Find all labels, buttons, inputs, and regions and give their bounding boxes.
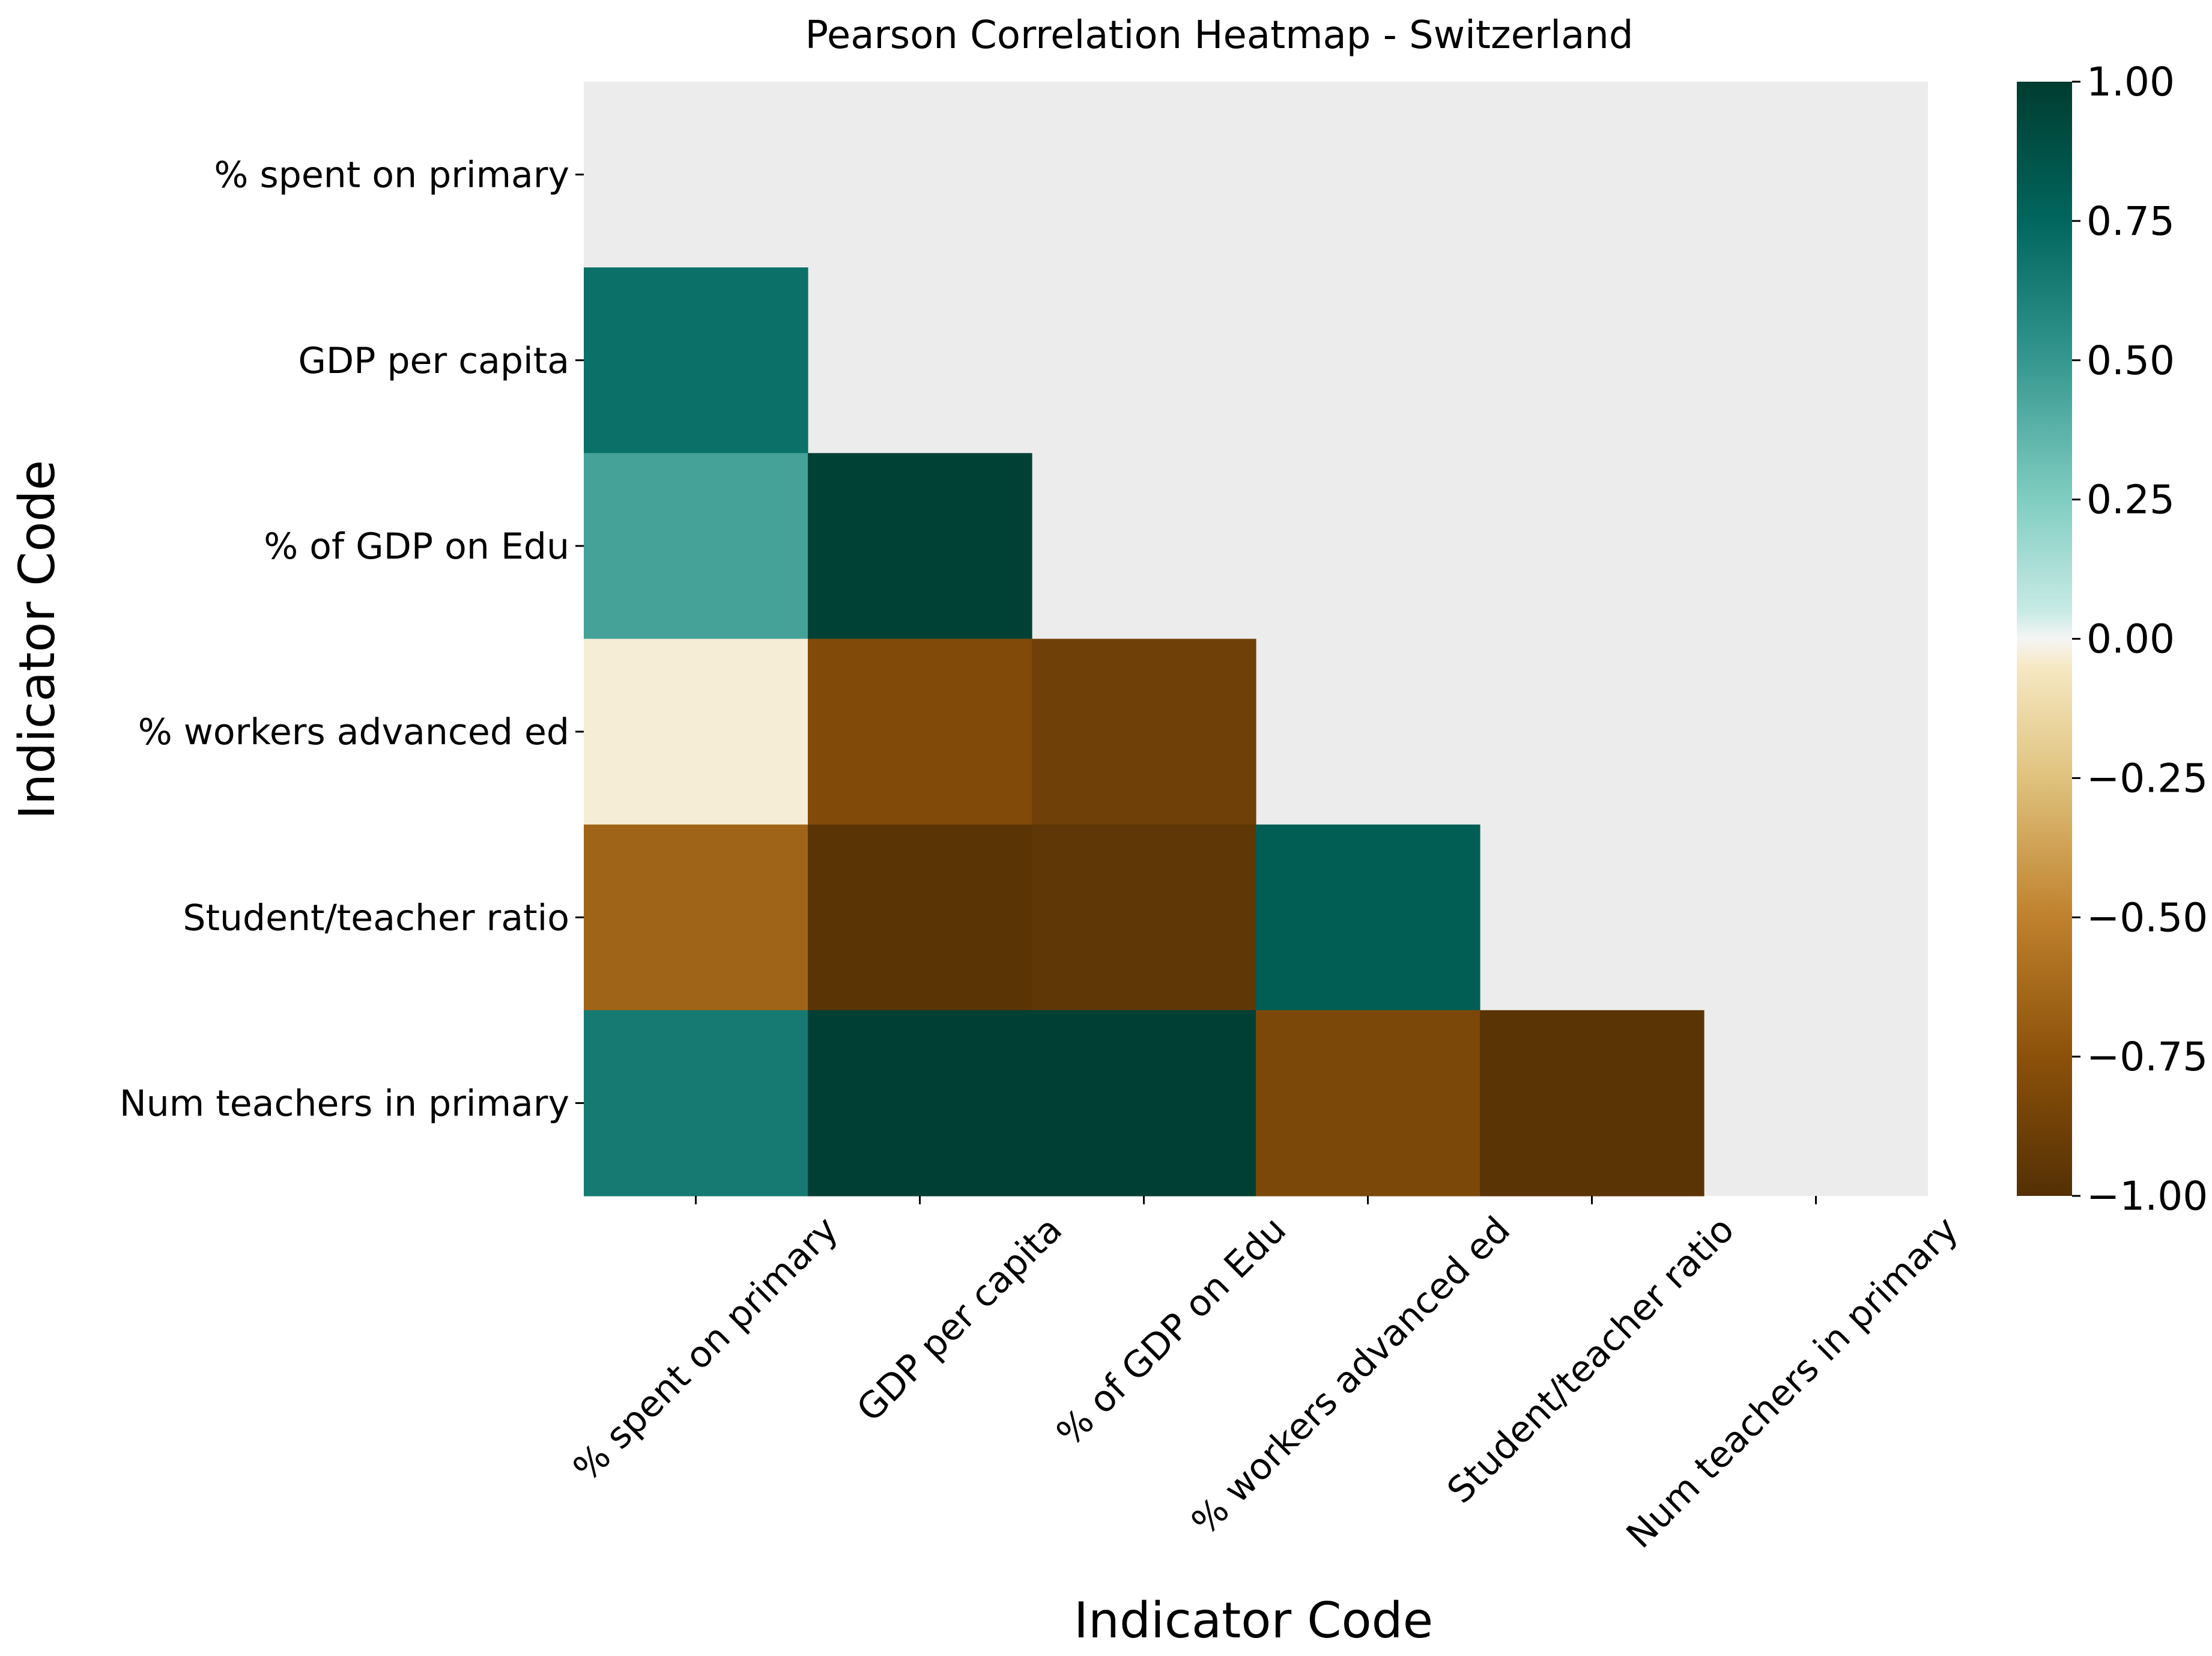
colorbar-tick-label: 0.25 — [2086, 477, 2175, 523]
heatmap-cell — [1480, 1010, 1704, 1197]
heatmap-cell — [1032, 824, 1256, 1011]
heatmap-cell — [1256, 824, 1480, 1011]
colorbar-tick-label: 1.00 — [2086, 59, 2175, 105]
heatmap-cell — [1032, 1010, 1256, 1197]
colorbar-tick-label: 0.00 — [2086, 616, 2175, 663]
colorbar-tick-label: −0.50 — [2086, 894, 2208, 941]
colorbar-tick-label: 0.50 — [2086, 338, 2175, 384]
heatmap-cell — [1032, 638, 1256, 825]
heatmap-cell — [584, 453, 808, 640]
colorbar-gradient — [2017, 82, 2072, 1196]
colorbar-tick-label: −0.25 — [2086, 755, 2208, 801]
x-axis-label: Indicator Code — [1074, 1592, 1433, 1649]
y-tick-label: % workers advanced ed — [138, 711, 569, 753]
heatmap-cell — [808, 824, 1032, 1011]
heatmap-cell — [584, 638, 808, 825]
colorbar-tick-label: −1.00 — [2086, 1173, 2208, 1219]
y-tick-label: GDP per capita — [298, 340, 570, 382]
colorbar: 1.00 0.75 0.50 0.25 0.00 −0.25 −0.50 −0.75 −1.00 — [2017, 59, 2208, 1219]
y-tick-label: % of GDP on Edu — [264, 526, 569, 568]
heatmap-cell — [584, 267, 808, 453]
x-tick-label: GDP per capita — [849, 1209, 1070, 1430]
y-tick-label: % spent on primary — [214, 154, 569, 196]
heatmap-cells — [584, 82, 1928, 1197]
x-tick-label: % of GDP on Edu — [1049, 1209, 1294, 1454]
heatmap-cell — [584, 1010, 808, 1197]
chart-title: Pearson Correlation Heatmap - Switzerlan… — [805, 13, 1634, 58]
heatmap-cell — [808, 1010, 1032, 1197]
x-axis: % spent on primary GDP per capita% of GDP… — [565, 1196, 1966, 1556]
heatmap-cell — [1256, 1010, 1480, 1197]
colorbar-tick-label: 0.75 — [2086, 198, 2175, 244]
y-axis: % spent on primary GDP per capita % of GDP… — [120, 154, 584, 1124]
heatmap-cell — [584, 824, 808, 1011]
x-tick-label: % spent on primary — [565, 1209, 846, 1490]
y-tick-label: Num teachers in primary — [120, 1082, 569, 1124]
y-axis-label: Indicator Code — [9, 460, 66, 819]
heatmap-cell — [808, 638, 1032, 825]
heatmap-cell — [808, 453, 1032, 640]
colorbar-tick-label: −0.75 — [2086, 1034, 2208, 1080]
y-tick-label: Student/teacher ratio — [183, 897, 569, 939]
